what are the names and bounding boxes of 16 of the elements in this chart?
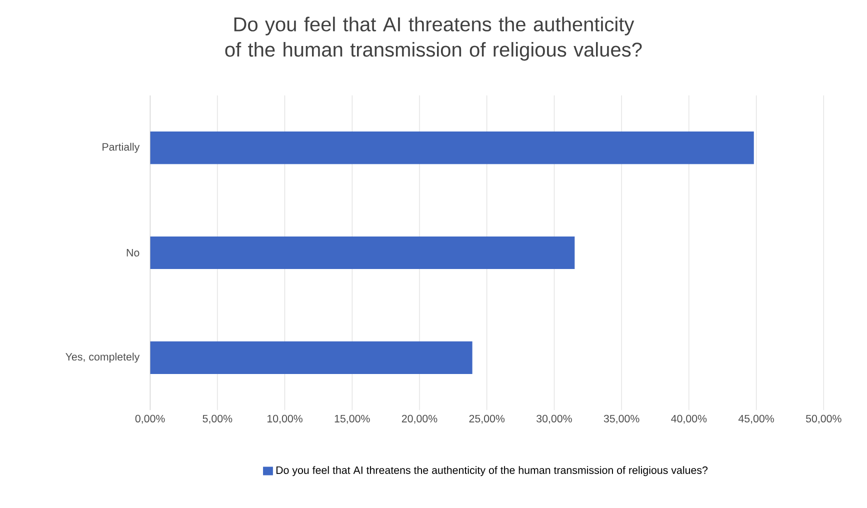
x-tick-label: 10,00% bbox=[268, 414, 302, 424]
x-tick-label: 35,00% bbox=[604, 414, 640, 424]
chart-title: Do you feel that AI threatens the authenticity of the human transmission of religious values? bbox=[225, 16, 642, 61]
x-tick-label: 0,00% bbox=[135, 414, 165, 424]
x-tick-label: 5,00% bbox=[202, 414, 232, 424]
x-tick-label: 20,00% bbox=[402, 414, 438, 424]
legend-label: Do you feel that AI threatens the authenticity of the human transmission of religious values? bbox=[276, 466, 708, 476]
x-tick-label: 30,00% bbox=[536, 414, 572, 424]
x-tick-label: 50,00% bbox=[806, 414, 842, 424]
y-tick-label: Yes, completely bbox=[66, 352, 140, 363]
y-tick-label: No bbox=[126, 248, 140, 256]
x-tick-label: 25,00% bbox=[469, 414, 505, 424]
x-tick-label: 40,00% bbox=[671, 414, 707, 424]
x-tick-label: 15,00% bbox=[334, 414, 370, 424]
y-tick-label: Partially bbox=[102, 142, 140, 153]
x-tick-label: 45,00% bbox=[738, 414, 774, 424]
